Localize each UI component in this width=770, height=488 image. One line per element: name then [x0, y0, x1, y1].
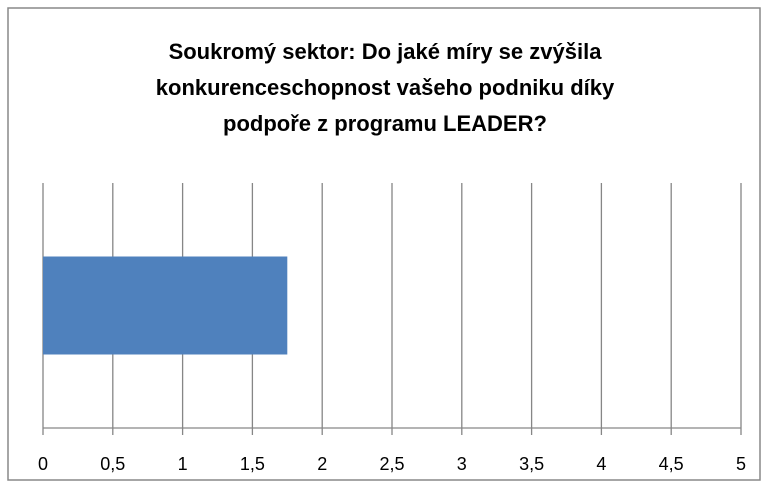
x-tick-label: 3 [457, 454, 467, 474]
x-tick-label: 4 [596, 454, 606, 474]
x-tick-label: 1 [178, 454, 188, 474]
x-tick-label: 0,5 [100, 454, 125, 474]
x-tick-label: 5 [736, 454, 746, 474]
chart-border [7, 7, 761, 481]
x-tick-label: 2,5 [379, 454, 404, 474]
bar [43, 256, 288, 355]
x-tick-label: 1,5 [240, 454, 265, 474]
chart-title: Soukromý sektor: Do jaké míry se zvýšila… [155, 39, 615, 136]
x-tick-label: 0 [38, 454, 48, 474]
x-tick-label: 2 [317, 454, 327, 474]
x-tick-label: 4,5 [659, 454, 684, 474]
x-tick-label: 3,5 [519, 454, 544, 474]
